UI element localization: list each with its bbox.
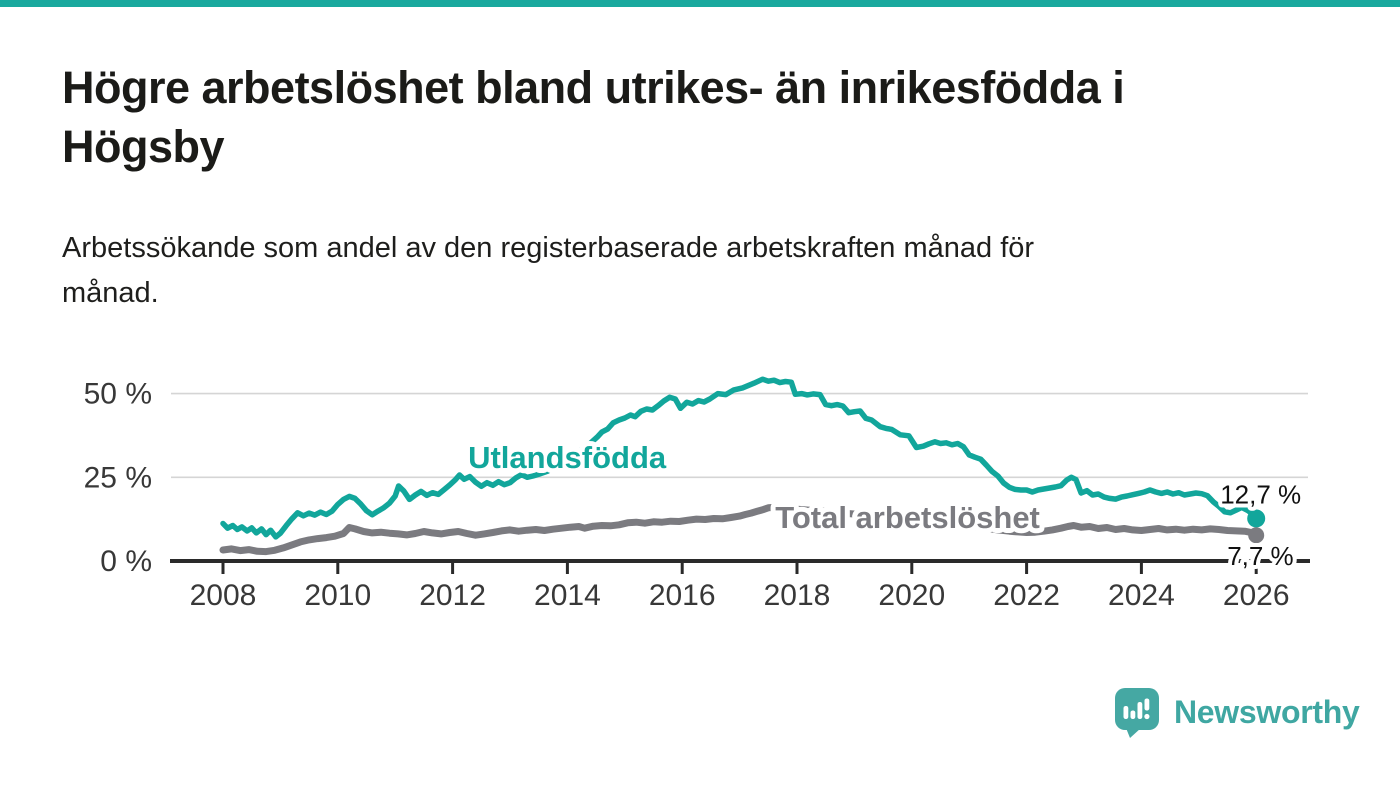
series-end-dot-1 bbox=[1248, 527, 1265, 544]
series-line-0 bbox=[220, 376, 1259, 540]
y-tick-label-25: 25 % bbox=[84, 461, 152, 494]
chart-canvas: 0 % 25 % 50 % 2008 2010 2012 2014 2016 2018 2020 2… bbox=[84, 376, 1310, 612]
series-end-label-1: 7,7 % bbox=[1227, 541, 1294, 571]
y-tick-label-50: 50 % bbox=[84, 378, 152, 411]
newsworthy-logo-icon bbox=[1115, 688, 1159, 738]
x-tick-label-2016: 2016 bbox=[649, 579, 716, 612]
series-line-1 bbox=[219, 503, 1260, 556]
x-tick-label-2026: 2026 bbox=[1223, 579, 1290, 612]
x-tick-label-2022: 2022 bbox=[993, 579, 1060, 612]
x-tick-label-2012: 2012 bbox=[419, 579, 486, 612]
series-label-1: Total arbetslöshet bbox=[775, 500, 1040, 535]
y-tick-label-0: 0 % bbox=[100, 545, 152, 578]
brand-name: Newsworthy bbox=[1174, 694, 1360, 730]
x-tick-label-2020: 2020 bbox=[878, 579, 945, 612]
series-end-dot-0 bbox=[1247, 509, 1266, 528]
page-subtitle: Arbetssökande som andel av den registerb… bbox=[62, 232, 1035, 309]
x-tick-label-2024: 2024 bbox=[1108, 579, 1175, 612]
x-tick-label-2014: 2014 bbox=[534, 579, 601, 612]
page-title: Högre arbetslöshet bland utrikes- än inr… bbox=[62, 62, 1125, 173]
x-tick-label-2010: 2010 bbox=[304, 579, 371, 612]
series-end-label-0: 12,7 % bbox=[1220, 479, 1301, 509]
series-label-0: Utlandsfödda bbox=[468, 440, 667, 475]
x-tick-label-2008: 2008 bbox=[190, 579, 257, 612]
brand-footer: Newsworthy bbox=[1113, 686, 1360, 739]
line-chart: 0 % 25 % 50 % 2008 2010 2012 2014 2016 2018 2020 2… bbox=[0, 340, 1400, 650]
x-tick-label-2018: 2018 bbox=[764, 579, 831, 612]
top-accent-bar bbox=[0, 0, 1400, 7]
